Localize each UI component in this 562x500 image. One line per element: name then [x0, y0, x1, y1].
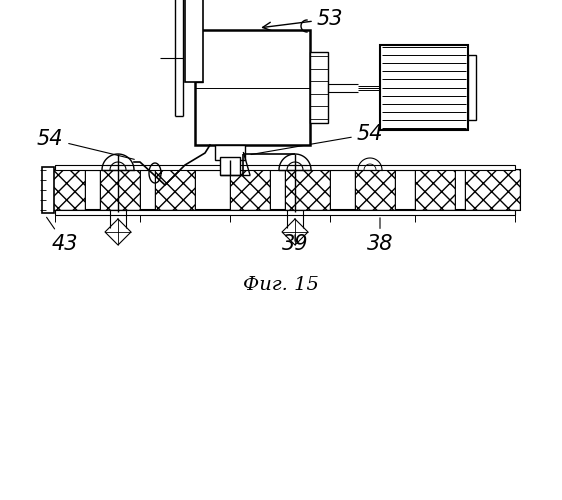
Bar: [42, 167, 54, 213]
Bar: [155, 170, 195, 210]
Bar: [468, 55, 476, 120]
Text: 54: 54: [37, 129, 134, 160]
Bar: [55, 210, 515, 215]
Text: 53: 53: [262, 9, 343, 30]
Bar: [285, 170, 330, 210]
Bar: [195, 30, 310, 145]
Bar: [230, 170, 270, 210]
Bar: [415, 170, 455, 210]
Text: 38: 38: [367, 218, 393, 254]
Bar: [310, 52, 328, 123]
Bar: [50, 170, 520, 210]
Bar: [215, 145, 245, 160]
Bar: [220, 157, 240, 175]
Bar: [50, 170, 85, 210]
Bar: [380, 45, 468, 130]
Bar: [465, 170, 520, 210]
Bar: [100, 170, 140, 210]
Text: 54: 54: [251, 124, 383, 154]
Text: 39: 39: [282, 234, 308, 254]
Bar: [355, 170, 395, 210]
Text: 43: 43: [47, 218, 78, 254]
Bar: [55, 165, 515, 170]
Bar: [185, 0, 203, 82]
Text: Фиг. 15: Фиг. 15: [243, 276, 319, 294]
